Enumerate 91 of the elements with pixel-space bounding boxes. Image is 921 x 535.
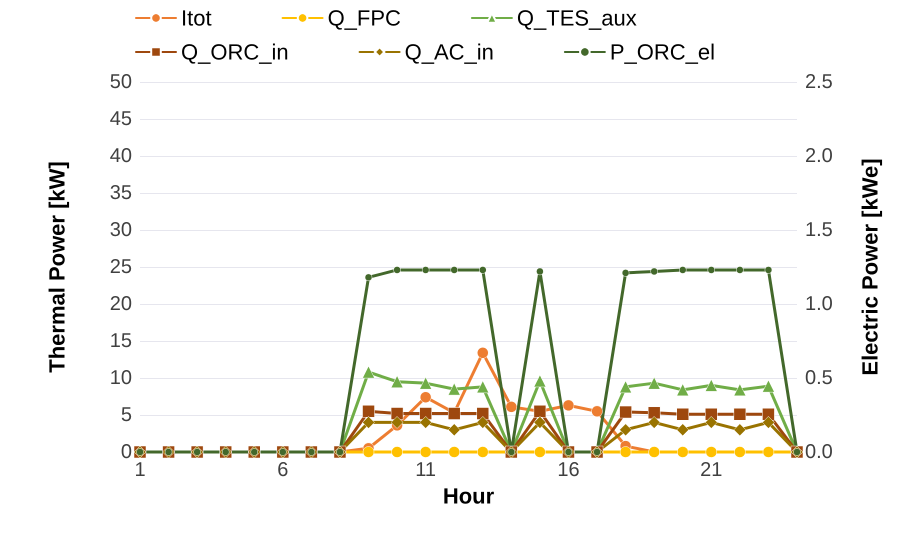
point — [734, 446, 746, 458]
x-tick-label: 1 — [134, 459, 146, 481]
point — [562, 400, 574, 412]
point — [448, 382, 460, 396]
y-axis-title: Thermal Power [kW] — [44, 161, 70, 373]
y2-axis-title: Electric Power [kWe] — [858, 158, 882, 376]
point — [708, 266, 716, 274]
y-tick-label: 40 — [110, 145, 132, 167]
point — [362, 416, 375, 429]
point — [762, 446, 774, 458]
point — [648, 376, 660, 390]
point — [479, 266, 487, 274]
y-tick-label: 35 — [110, 182, 132, 204]
y-tick-label: 45 — [110, 108, 132, 130]
point — [362, 446, 374, 458]
point — [448, 446, 460, 458]
y2-tick-label: 0.5 — [805, 367, 833, 389]
point — [393, 266, 401, 274]
point — [534, 374, 546, 388]
legend-label: Q_TES_aux — [516, 6, 637, 30]
point — [476, 380, 490, 394]
point — [477, 446, 489, 458]
legend-label: Q_FPC — [328, 6, 402, 30]
point — [591, 406, 603, 418]
point — [362, 366, 375, 378]
point — [362, 405, 375, 418]
point — [650, 268, 658, 276]
legend-label: Q_ORC_in — [181, 40, 289, 64]
y-tick-label: 0 — [120, 441, 132, 463]
point — [706, 446, 718, 458]
point — [736, 266, 744, 274]
y-tick-label: 10 — [110, 367, 132, 389]
legend-label: Itot — [181, 6, 212, 30]
point — [536, 268, 544, 276]
x-axis-title: Hour — [442, 483, 495, 508]
y2-tick-label: 2.0 — [805, 145, 833, 167]
point — [422, 266, 430, 274]
point — [534, 446, 546, 458]
point — [619, 380, 632, 394]
point — [676, 408, 689, 421]
y-tick-label: 15 — [110, 330, 132, 352]
legend-label: Q_AC_in — [404, 40, 494, 64]
point — [676, 384, 689, 396]
point — [648, 406, 660, 420]
point — [619, 406, 632, 418]
y-tick-label: 20 — [110, 293, 132, 315]
point — [448, 424, 460, 436]
point — [705, 379, 718, 392]
point — [734, 408, 746, 421]
x-tick-label: 6 — [277, 459, 288, 481]
point — [620, 446, 632, 458]
point — [734, 384, 746, 396]
point — [390, 375, 404, 388]
point — [477, 347, 489, 359]
y2-tick-label: 1.5 — [805, 219, 833, 241]
point — [762, 380, 775, 392]
point — [364, 274, 372, 282]
y2-tick-label: 1.0 — [805, 293, 833, 315]
x-tick-label: 21 — [700, 459, 722, 481]
point — [678, 266, 686, 274]
point — [419, 407, 432, 420]
y-tick-label: 30 — [110, 219, 132, 241]
x-tick-label: 11 — [415, 459, 436, 481]
point — [676, 424, 689, 436]
point — [419, 376, 432, 390]
point — [734, 424, 746, 436]
legend-label: P_ORC_el — [610, 40, 716, 64]
x-tick-label: 16 — [557, 459, 580, 481]
point — [534, 416, 546, 429]
y2-tick-label: 2.5 — [805, 71, 833, 93]
point — [390, 416, 404, 429]
point — [764, 266, 772, 274]
point — [391, 446, 403, 458]
point — [390, 407, 404, 420]
point — [506, 401, 518, 413]
point — [677, 446, 688, 458]
point — [619, 424, 632, 436]
y-tick-label: 50 — [110, 71, 132, 93]
y2-tick-label: 0.0 — [805, 441, 833, 463]
point — [450, 266, 458, 274]
point — [420, 391, 432, 403]
point — [705, 416, 718, 429]
point — [762, 416, 775, 429]
point — [476, 407, 490, 420]
point — [420, 446, 432, 458]
y-tick-label: 5 — [120, 404, 132, 426]
point — [419, 416, 432, 429]
point — [622, 269, 630, 277]
y-tick-label: 25 — [110, 256, 132, 278]
point — [648, 416, 660, 429]
point — [476, 416, 490, 429]
